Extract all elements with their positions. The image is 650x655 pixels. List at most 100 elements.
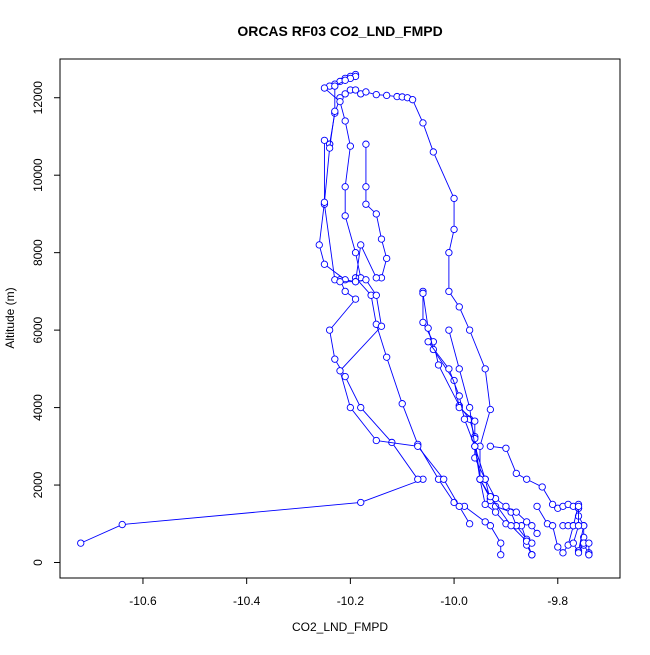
data-point bbox=[346, 142, 355, 150]
data-point bbox=[372, 274, 380, 282]
data-point bbox=[481, 365, 489, 373]
x-axis-title: CO2_LND_FMPD bbox=[292, 620, 388, 634]
data-point bbox=[408, 96, 417, 104]
data-point bbox=[341, 212, 349, 220]
data-point bbox=[336, 278, 344, 286]
data-point bbox=[424, 324, 432, 332]
y-axis: 0 2000 4000 6000 8000 10000 12000 bbox=[31, 81, 61, 566]
data-point bbox=[434, 361, 443, 369]
data-point bbox=[528, 522, 536, 530]
data-point bbox=[476, 475, 484, 483]
data-point bbox=[336, 367, 344, 375]
data-point bbox=[414, 475, 422, 483]
data-point bbox=[341, 90, 349, 98]
data-point bbox=[548, 500, 557, 509]
data-series bbox=[315, 72, 474, 528]
data-point bbox=[362, 140, 370, 148]
data-series bbox=[320, 70, 505, 559]
data-point bbox=[320, 84, 329, 92]
y-axis-title: Altitude (m) bbox=[3, 287, 17, 348]
data-point bbox=[325, 326, 334, 334]
x-tick-label: -10.6 bbox=[129, 594, 157, 608]
series-line bbox=[536, 504, 585, 554]
data-series bbox=[77, 86, 536, 559]
data-point bbox=[548, 522, 557, 530]
data-point bbox=[559, 549, 567, 557]
data-point bbox=[336, 97, 344, 106]
y-tick-label: 2000 bbox=[31, 471, 45, 498]
data-point bbox=[377, 322, 386, 330]
data-point bbox=[351, 249, 360, 257]
data-point bbox=[331, 82, 339, 90]
data-point bbox=[445, 326, 453, 334]
y-tick-label: 10000 bbox=[31, 158, 45, 192]
x-axis: -10.6 -10.4 -10.2 -10.0 -9.8 bbox=[129, 577, 568, 608]
data-point bbox=[445, 287, 453, 296]
data-point bbox=[351, 86, 360, 94]
data-point bbox=[357, 498, 365, 507]
data-point bbox=[419, 289, 427, 297]
data-point bbox=[523, 518, 531, 526]
data-point bbox=[460, 415, 469, 423]
data-series bbox=[559, 522, 593, 559]
data-point bbox=[455, 403, 463, 412]
data-point bbox=[383, 91, 391, 100]
data-point bbox=[497, 539, 505, 547]
data-point bbox=[325, 144, 334, 152]
plot-frame bbox=[59, 58, 621, 579]
data-point bbox=[320, 198, 329, 206]
data-point bbox=[465, 403, 474, 412]
data-point bbox=[450, 194, 458, 203]
data-point bbox=[398, 400, 406, 408]
x-tick-label: -9.8 bbox=[547, 594, 568, 608]
data-point bbox=[538, 483, 546, 491]
data-point bbox=[533, 502, 541, 510]
data-point bbox=[481, 500, 489, 509]
series-line bbox=[80, 89, 533, 555]
data-point bbox=[341, 183, 349, 191]
data-point bbox=[341, 117, 349, 125]
data-point bbox=[341, 372, 349, 381]
data-point bbox=[533, 529, 541, 538]
y-tick-label: 0 bbox=[31, 559, 45, 566]
data-point bbox=[455, 392, 463, 400]
data-point bbox=[471, 442, 479, 450]
data-point bbox=[465, 326, 474, 334]
data-point bbox=[357, 403, 365, 412]
data-point bbox=[429, 148, 437, 156]
data-point bbox=[118, 520, 126, 529]
data-point bbox=[362, 183, 370, 191]
data-point bbox=[569, 539, 577, 547]
data-point bbox=[554, 543, 562, 551]
y-tick-label: 4000 bbox=[31, 394, 45, 421]
data-point bbox=[320, 136, 329, 144]
data-point bbox=[574, 502, 583, 510]
data-point bbox=[574, 522, 583, 530]
data-point bbox=[585, 539, 593, 547]
data-point bbox=[424, 338, 432, 346]
data-point bbox=[372, 210, 380, 218]
series-line bbox=[422, 293, 491, 501]
data-point bbox=[512, 508, 520, 516]
data-point bbox=[502, 444, 510, 452]
data-point bbox=[341, 287, 349, 296]
data-point bbox=[341, 76, 349, 84]
data-point bbox=[414, 442, 422, 450]
data-point bbox=[357, 241, 365, 249]
data-point bbox=[383, 353, 391, 361]
data-point bbox=[523, 475, 531, 483]
data-point bbox=[419, 318, 427, 327]
data-point bbox=[351, 295, 360, 303]
data-point bbox=[502, 502, 510, 510]
series-line bbox=[490, 445, 590, 555]
data-point bbox=[528, 551, 536, 559]
data-point bbox=[362, 276, 370, 284]
data-point bbox=[455, 502, 463, 510]
data-point bbox=[455, 365, 463, 373]
data-point bbox=[320, 260, 329, 268]
data-series bbox=[336, 140, 391, 286]
data-point bbox=[585, 551, 593, 559]
series-layer bbox=[77, 70, 593, 559]
